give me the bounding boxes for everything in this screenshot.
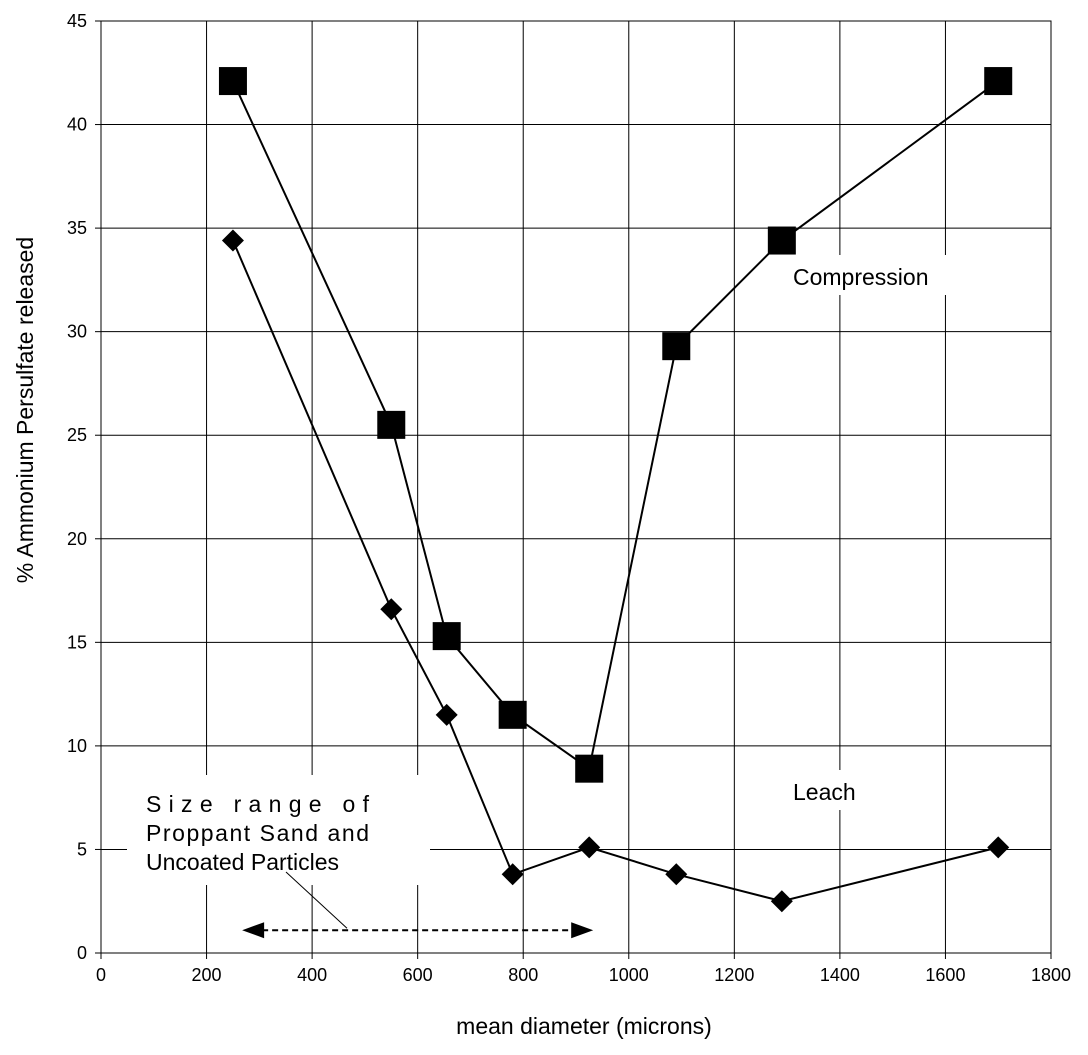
size-range-label-line2: Proppant Sand and	[146, 820, 369, 846]
y-tick-label: 40	[67, 115, 87, 135]
series-label-compression: Compression	[793, 264, 929, 290]
tick-labels: 0 200 400 600 800 1000 1200 1400 1600 1800 0 5 10 15 2…	[67, 11, 1071, 985]
compression-point	[575, 754, 604, 783]
size-range-arrowhead-left	[242, 922, 265, 939]
compression-point	[218, 67, 247, 96]
y-tick-label: 25	[67, 425, 87, 445]
series-line-compression	[232, 80, 999, 771]
compression-point	[984, 67, 1013, 96]
size-range-arrowhead-right	[571, 922, 594, 939]
annotation-backgrounds	[127, 255, 977, 885]
compression-point	[767, 226, 796, 255]
leach-point	[665, 863, 688, 886]
y-tick-label: 10	[67, 736, 87, 756]
size-range-label-line3: Uncoated Particles	[146, 849, 339, 875]
x-tick-label: 400	[297, 965, 327, 985]
y-tick-label: 20	[67, 529, 87, 549]
x-tick-label: 1600	[925, 965, 965, 985]
x-tick-label: 0	[96, 965, 106, 985]
leach-point	[501, 863, 524, 886]
leach-point	[987, 836, 1010, 859]
grid	[95, 20, 1052, 959]
leach-point	[435, 703, 458, 726]
y-tick-label: 30	[67, 322, 87, 342]
x-tick-label: 1400	[820, 965, 860, 985]
x-tick-label: 200	[192, 965, 222, 985]
size-range-arrow	[242, 871, 594, 939]
series-label-leach: Leach	[793, 779, 856, 805]
size-range-leader-line	[285, 871, 348, 929]
y-axis-title: % Ammonium Persulfate released	[12, 237, 38, 583]
size-range-label-line1: Size range of	[146, 791, 370, 817]
x-tick-label: 800	[508, 965, 538, 985]
leach-point	[221, 229, 244, 252]
compression-point	[498, 700, 527, 729]
leach-label-background	[782, 770, 882, 810]
y-tick-label: 5	[77, 839, 87, 859]
x-tick-label: 600	[403, 965, 433, 985]
leach-point	[770, 890, 793, 913]
x-tick-label: 1800	[1031, 965, 1071, 985]
compression-point	[432, 622, 461, 651]
compression-point	[662, 332, 691, 361]
y-tick-label: 0	[77, 943, 87, 963]
size-range-label-background	[127, 775, 430, 885]
compression-point	[377, 410, 406, 439]
x-axis-title: mean diameter (microns)	[456, 1013, 712, 1039]
x-tick-label: 1200	[714, 965, 754, 985]
leach-point	[578, 836, 601, 859]
compression-label-background	[782, 255, 977, 295]
series	[218, 67, 1013, 913]
series-line-leach	[232, 240, 999, 903]
y-tick-label: 15	[67, 632, 87, 652]
leach-point	[380, 598, 403, 621]
y-tick-label: 35	[67, 218, 87, 238]
y-tick-label: 45	[67, 11, 87, 31]
x-tick-label: 1000	[609, 965, 649, 985]
